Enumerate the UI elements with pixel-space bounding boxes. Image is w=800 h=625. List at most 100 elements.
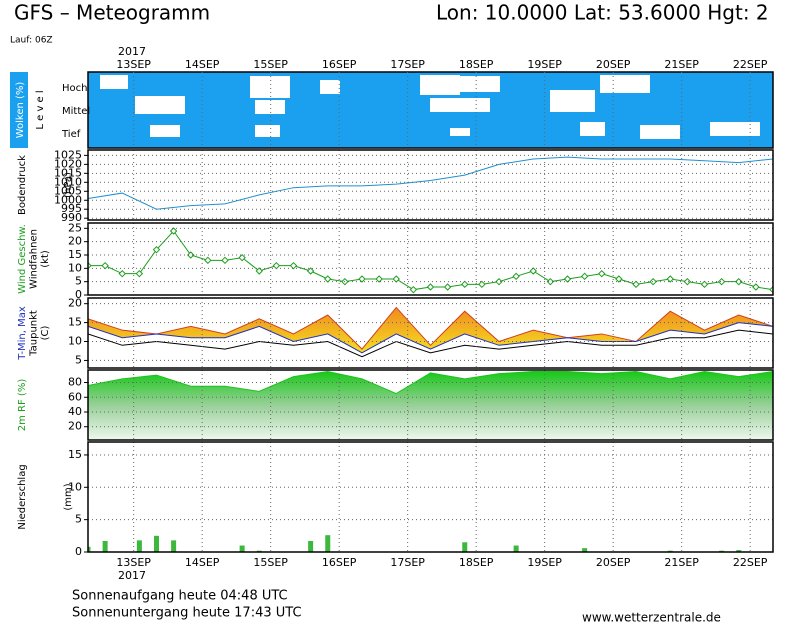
marker bbox=[580, 272, 589, 281]
bar bbox=[136, 540, 142, 552]
marker bbox=[272, 261, 281, 270]
marker bbox=[152, 245, 161, 254]
sunset: Sonnenuntergang heute 17:43 UTC bbox=[72, 606, 302, 621]
marker bbox=[495, 277, 503, 286]
x-tick-label: 16SEP bbox=[322, 58, 357, 71]
marker bbox=[289, 261, 298, 270]
y-tick-label: 10 bbox=[68, 261, 82, 274]
level: Hoch bbox=[62, 83, 87, 94]
y-tick-label: 1000 bbox=[54, 193, 82, 206]
cloud-panel: Wolken (%) L e v e l Hoch Mittel Tief bbox=[10, 71, 774, 149]
bar bbox=[582, 548, 588, 552]
marker bbox=[632, 280, 640, 289]
bar bbox=[102, 541, 108, 552]
bar bbox=[462, 542, 468, 552]
axis-label: T-Min, Max bbox=[17, 306, 28, 361]
x-tick-label: 21SEP bbox=[664, 58, 699, 71]
sunrise: Sonnenaufgang heute 04:48 UTC bbox=[72, 589, 288, 604]
bar bbox=[171, 540, 177, 552]
x-tick-label: 14SEP bbox=[185, 556, 220, 569]
x-tick-label: 19SEP bbox=[527, 556, 562, 569]
marker bbox=[255, 267, 263, 275]
axis-label: (hPa) bbox=[63, 172, 74, 198]
x-tick-label: 21SEP bbox=[664, 556, 699, 569]
panel-frame bbox=[87, 149, 774, 221]
marker bbox=[375, 275, 383, 283]
marker bbox=[752, 283, 760, 291]
y-tick-label: 15 bbox=[68, 448, 82, 461]
bar bbox=[239, 545, 245, 552]
marker bbox=[649, 277, 657, 286]
y-tick-label: 10 bbox=[68, 480, 82, 493]
marker bbox=[666, 275, 674, 283]
marker bbox=[700, 280, 709, 289]
y-tick-label: 995 bbox=[61, 202, 82, 215]
plot-area bbox=[88, 156, 773, 210]
y-tick-label: 1010 bbox=[54, 175, 82, 188]
y-tick-label: 10 bbox=[68, 335, 82, 348]
marker bbox=[324, 275, 332, 283]
marker bbox=[443, 283, 452, 291]
humidity-area bbox=[88, 370, 773, 440]
year: 2017 bbox=[118, 569, 146, 582]
marker bbox=[563, 275, 572, 283]
bar bbox=[325, 535, 331, 552]
marker bbox=[169, 227, 178, 235]
x-tick-label: 22SEP bbox=[733, 58, 768, 71]
panel: 0 5 10 15 Niederschlag (mm) bbox=[17, 441, 774, 558]
panel-frame bbox=[87, 441, 774, 553]
axis-label: Wind Geschw. bbox=[17, 224, 28, 294]
bar bbox=[88, 546, 91, 552]
marker bbox=[529, 267, 537, 275]
y-tick-label: 0 bbox=[75, 288, 82, 301]
x-tick-label: 13SEP bbox=[116, 58, 151, 71]
marker bbox=[615, 275, 623, 283]
y-tick-label: 5 bbox=[75, 513, 82, 526]
marker bbox=[546, 277, 555, 286]
x-tick-label: 15SEP bbox=[253, 556, 288, 569]
level: Tief bbox=[61, 129, 81, 140]
cloud-patches bbox=[100, 75, 760, 139]
line bbox=[88, 156, 773, 210]
marker bbox=[306, 267, 315, 275]
axis-label: Bodendruck bbox=[17, 155, 28, 215]
axis-label: Windfahnen bbox=[29, 229, 40, 289]
marker bbox=[101, 261, 109, 270]
x-tick-label: 17SEP bbox=[390, 556, 425, 569]
y-tick-label: 80 bbox=[68, 376, 82, 389]
plot-area bbox=[88, 370, 773, 440]
marker bbox=[683, 277, 692, 286]
level: Mittel bbox=[62, 106, 90, 117]
panel-frame bbox=[87, 222, 774, 296]
y-tick-label: 15 bbox=[68, 248, 82, 261]
x-tick-label: 13SEP bbox=[116, 556, 151, 569]
y-tick-label: 20 bbox=[68, 420, 82, 433]
plot-area bbox=[88, 306, 773, 358]
marker bbox=[426, 283, 435, 291]
axis-label: Niederschlag bbox=[17, 464, 28, 529]
axis-label: (kt) bbox=[40, 250, 51, 268]
x-tick-label: 22SEP bbox=[733, 556, 768, 569]
plot-area bbox=[88, 535, 742, 552]
bar bbox=[513, 545, 519, 552]
x-tick-label: 14SEP bbox=[185, 58, 220, 71]
y-tick-label: 0 bbox=[75, 545, 82, 558]
marker bbox=[358, 275, 366, 283]
panel-frame bbox=[87, 369, 774, 441]
y-tick-label: 1015 bbox=[54, 166, 82, 179]
y-tick-label: 1020 bbox=[54, 157, 82, 170]
marker bbox=[598, 269, 606, 278]
marker bbox=[204, 256, 212, 265]
x-tick-label: 16SEP bbox=[322, 556, 357, 569]
y-tick-label: 15 bbox=[68, 316, 82, 329]
line bbox=[88, 306, 773, 350]
x-tick-label: 20SEP bbox=[596, 556, 631, 569]
marker bbox=[478, 280, 486, 289]
marker bbox=[392, 275, 400, 283]
marker bbox=[118, 269, 126, 278]
y-tick-label: 1025 bbox=[54, 148, 82, 161]
marker bbox=[409, 285, 418, 294]
